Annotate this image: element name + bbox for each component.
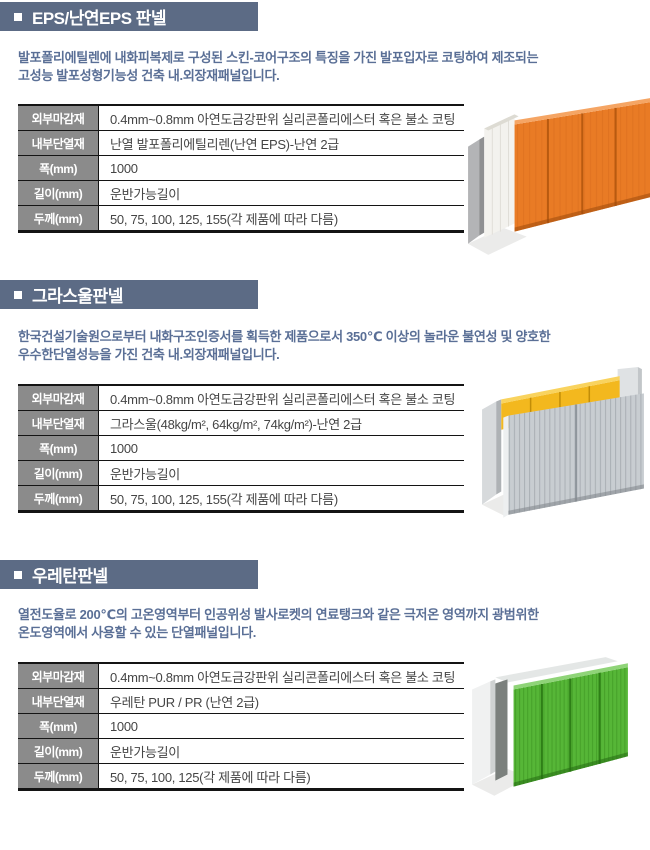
- spec-value: 운반가능길이: [110, 186, 180, 202]
- spec-value: 1000: [110, 718, 138, 734]
- spec-label: 외부마감재: [18, 386, 99, 410]
- spec-value: 1000: [110, 440, 138, 456]
- description-line: 고성능 발포성형기능성 건축 내.외장재패널입니다.: [18, 67, 280, 83]
- table-row: 두께(mm) 50, 75, 100, 125, 155(각 제품에 따라 다름…: [18, 206, 464, 230]
- spec-value: 50, 75, 100, 125, 155(각 제품에 따라 다름): [110, 211, 338, 227]
- eps-panel-image: [462, 94, 650, 260]
- spec-table-glasswool: 외부마감재 0.4mm~0.8mm 아연도금강판위 실리콘폴리에스터 혹은 불소…: [18, 384, 464, 513]
- section-header-eps: EPS/난연EPS 판넬: [0, 2, 258, 31]
- section-description: 열전도율로 200℃의 고온영역부터 인공위성 발사로켓의 연료탱크와 같은 극…: [18, 606, 638, 641]
- table-row: 외부마감재 0.4mm~0.8mm 아연도금강판위 실리콘폴리에스터 혹은 불소…: [18, 386, 464, 411]
- table-row: 내부단열재 그라스울(48kg/m², 64kg/m², 74kg/m²)-난연…: [18, 411, 464, 436]
- glasswool-panel-image: [478, 367, 650, 531]
- table-row: 외부마감재 0.4mm~0.8mm 아연도금강판위 실리콘폴리에스터 혹은 불소…: [18, 106, 464, 131]
- table-row: 길이(mm) 운반가능길이: [18, 181, 464, 206]
- table-row: 폭(mm) 1000: [18, 436, 464, 461]
- spec-label: 내부단열재: [18, 131, 99, 155]
- table-row: 길이(mm) 운반가능길이: [18, 739, 464, 764]
- spec-label: 길이(mm): [18, 739, 99, 763]
- description-line: 한국건설기술원으로부터 내화구조인증서를 획득한 제품으로서 350℃ 이상의 …: [18, 329, 551, 344]
- spec-value: 그라스울(48kg/m², 64kg/m², 74kg/m²)-난연 2급: [110, 416, 362, 432]
- section-description: 발포폴리에틸렌에 내화피복제로 구성된 스킨-코어구조의 특징을 가진 발포입자…: [18, 49, 638, 84]
- table-row: 내부단열재 난열 발포폴리에틸리렌(난연 EPS)-난연 2급: [18, 131, 464, 156]
- table-row: 내부단열재 우레탄 PUR / PR (난연 2급): [18, 689, 464, 714]
- spec-label: 폭(mm): [18, 156, 99, 180]
- square-bullet-icon: [14, 290, 22, 299]
- section-title: 우레탄판넬: [32, 567, 108, 586]
- section-header-urethane: 우레탄판넬: [0, 560, 258, 589]
- spec-table-eps: 외부마감재 0.4mm~0.8mm 아연도금강판위 실리콘폴리에스터 혹은 불소…: [18, 104, 464, 233]
- description-line: 우수한단열성능을 가진 건축 내.외장재패널입니다.: [18, 346, 280, 362]
- square-bullet-icon: [14, 570, 22, 579]
- table-row: 두께(mm) 50, 75, 100, 125(각 제품에 따라 다름): [18, 764, 464, 788]
- spec-label: 두께(mm): [18, 206, 99, 230]
- table-row: 외부마감재 0.4mm~0.8mm 아연도금강판위 실리콘폴리에스터 혹은 불소…: [18, 664, 464, 689]
- spec-label: 두께(mm): [18, 486, 99, 510]
- table-row: 폭(mm) 1000: [18, 156, 464, 181]
- spec-value: 0.4mm~0.8mm 아연도금강판위 실리콘폴리에스터 혹은 불소 코팅: [110, 669, 456, 685]
- table-row: 길이(mm) 운반가능길이: [18, 461, 464, 486]
- description-line: 온도영역에서 사용할 수 있는 단열패널입니다.: [18, 624, 257, 640]
- section-title: EPS/난연EPS 판넬: [32, 9, 167, 28]
- spec-value: 50, 75, 100, 125, 155(각 제품에 따라 다름): [110, 491, 338, 507]
- spec-table-urethane: 외부마감재 0.4mm~0.8mm 아연도금강판위 실리콘폴리에스터 혹은 불소…: [18, 662, 464, 791]
- spec-label: 외부마감재: [18, 664, 99, 688]
- spec-label: 길이(mm): [18, 181, 99, 205]
- spec-label: 폭(mm): [18, 436, 99, 460]
- spec-label: 외부마감재: [18, 106, 99, 130]
- table-row: 두께(mm) 50, 75, 100, 125, 155(각 제품에 따라 다름…: [18, 486, 464, 510]
- urethane-panel-image: [466, 650, 636, 810]
- spec-value: 운반가능길이: [110, 466, 180, 482]
- spec-value: 50, 75, 100, 125(각 제품에 따라 다름): [110, 769, 311, 785]
- spec-value: 1000: [110, 160, 138, 176]
- spec-value: 우레탄 PUR / PR (난연 2급): [110, 694, 259, 710]
- table-row: 폭(mm) 1000: [18, 714, 464, 739]
- spec-label: 두께(mm): [18, 764, 99, 788]
- section-title: 그라스울판넬: [32, 287, 123, 306]
- section-header-glasswool: 그라스울판넬: [0, 280, 258, 309]
- spec-value: 0.4mm~0.8mm 아연도금강판위 실리콘폴리에스터 혹은 불소 코팅: [110, 391, 456, 407]
- spec-label: 폭(mm): [18, 714, 99, 738]
- spec-label: 내부단열재: [18, 411, 99, 435]
- spec-value: 운반가능길이: [110, 744, 180, 760]
- description-line: 발포폴리에틸렌에 내화피복제로 구성된 스킨-코어구조의 특징을 가진 발포입자…: [18, 50, 539, 65]
- description-line: 열전도율로 200℃의 고온영역부터 인공위성 발사로켓의 연료탱크와 같은 극…: [18, 607, 539, 622]
- spec-value: 난열 발포폴리에틸리렌(난연 EPS)-난연 2급: [110, 136, 339, 152]
- section-description: 한국건설기술원으로부터 내화구조인증서를 획득한 제품으로서 350℃ 이상의 …: [18, 328, 638, 363]
- spec-label: 내부단열재: [18, 689, 99, 713]
- spec-value: 0.4mm~0.8mm 아연도금강판위 실리콘폴리에스터 혹은 불소 코팅: [110, 111, 456, 127]
- square-bullet-icon: [14, 12, 22, 21]
- spec-label: 길이(mm): [18, 461, 99, 485]
